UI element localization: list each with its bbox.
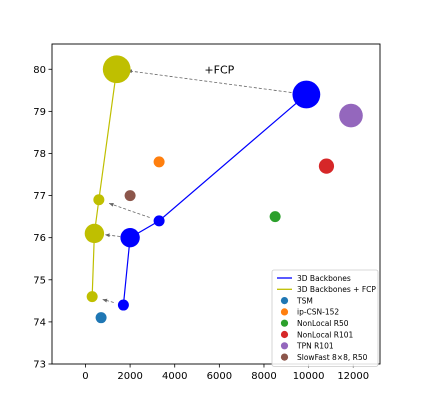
series-1-point [102, 55, 131, 84]
fcp-arrow [127, 69, 297, 94]
plot-frame [51, 43, 381, 365]
method-point [269, 211, 281, 223]
annotation-label: +FCP [204, 63, 234, 76]
x-tick-label: 0 [82, 371, 88, 382]
plot-layer: 0 2000 4000 6000 8000 10000 12000 73 74 75 76 77 78 7… [33, 43, 381, 382]
legend-label: 3D Backbones [297, 274, 351, 283]
method-point [318, 158, 335, 174]
method-point [124, 190, 136, 202]
series-0-point [117, 299, 129, 311]
fcp-arrow [102, 298, 114, 303]
series-1-point [86, 291, 98, 303]
legend-label: ip-CSN-152 [297, 308, 339, 317]
series-1-point [84, 223, 105, 244]
legend-dot-swatch [280, 297, 289, 305]
x-tick-label: 8000 [251, 371, 276, 382]
series-0-point [153, 215, 165, 227]
method-point [153, 156, 165, 168]
y-tick-label: 79 [33, 107, 46, 118]
y-tick-label: 75 [33, 275, 46, 286]
x-tick-label: 10000 [293, 371, 325, 382]
legend-dot-swatch [280, 342, 289, 350]
series-0-point [120, 227, 140, 248]
fcp-arrow [104, 233, 121, 238]
y-tick-label: 73 [33, 360, 46, 371]
legend-label: TSM [296, 296, 313, 305]
legend-label: TPN R101 [296, 342, 334, 351]
y-tick-label: 77 [33, 191, 46, 202]
legend-label: 3D Backbones + FCP [297, 285, 376, 294]
legend-label: NonLocal R101 [297, 330, 354, 339]
legend-label: NonLocal R50 [297, 319, 349, 328]
y-tick-label: 78 [33, 149, 46, 160]
series-0-point [292, 80, 321, 109]
x-tick-label: 12000 [337, 371, 369, 382]
legend-label: SlowFast 8×8, R50 [297, 353, 368, 362]
legend-box [271, 269, 379, 367]
series-1-point [93, 194, 105, 206]
method-point [339, 103, 363, 128]
fcp-arrow [108, 203, 150, 218]
legend-dot-swatch [280, 319, 289, 327]
legend-dot-swatch [280, 330, 289, 339]
y-tick-label: 74 [33, 317, 46, 328]
legend-dot-swatch [280, 353, 289, 361]
x-tick-label: 4000 [162, 371, 187, 382]
series-line-0 [122, 94, 307, 306]
method-point [95, 312, 107, 324]
legend-dot-swatch [280, 308, 289, 316]
y-tick-label: 76 [33, 233, 46, 244]
series-line-1 [91, 69, 118, 297]
legend: 3D Backbones 3D Backbones + FCP TSM ip-CSN-… [271, 269, 379, 367]
y-tick-label: 80 [33, 65, 46, 76]
x-tick-label: 2000 [117, 371, 142, 382]
x-tick-label: 6000 [207, 371, 232, 382]
